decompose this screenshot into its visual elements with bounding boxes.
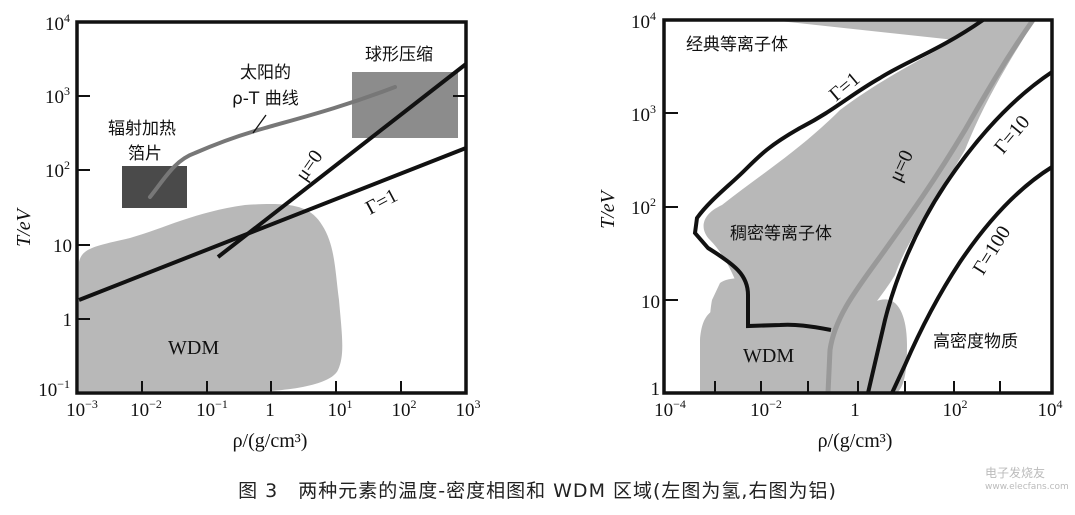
left-mu0-line xyxy=(216,62,468,259)
svg-text:10: 10 xyxy=(53,236,72,257)
svg-text:1: 1 xyxy=(265,400,275,421)
right-mu0-line xyxy=(825,18,1036,394)
svg-text:101: 101 xyxy=(328,397,353,421)
watermark-line-2: www.elecfans.com xyxy=(985,482,1069,492)
svg-text:10−1: 10−1 xyxy=(38,377,70,401)
svg-text:10−1: 10−1 xyxy=(196,397,228,421)
figure-canvas: 104 103 102 10 1 10−1 10−3 10−2 10−1 1 1… xyxy=(13,9,1063,452)
left-label-gamma1: Γ=1 xyxy=(362,185,401,220)
svg-text:103: 103 xyxy=(456,397,481,421)
svg-text:1: 1 xyxy=(651,379,661,400)
right-chart: 104 103 102 10 1 10−4 10−2 1 102 104 T/e… xyxy=(597,9,1063,452)
left-wdm-region xyxy=(79,204,343,391)
left-y-ticks xyxy=(77,95,466,320)
svg-text:10−2: 10−2 xyxy=(750,397,782,421)
svg-text:10−2: 10−2 xyxy=(130,397,162,421)
svg-text:10: 10 xyxy=(641,292,660,313)
left-foil-box xyxy=(122,166,187,208)
left-sun-curve xyxy=(148,85,397,199)
svg-text:1: 1 xyxy=(850,400,860,421)
left-label-foil-2: 箔片 xyxy=(128,144,162,164)
left-label-sun-1: 太阳的 xyxy=(240,63,291,83)
right-y-axis-title: T/eV xyxy=(597,188,619,229)
left-label-sun-2: ρ-T 曲线 xyxy=(232,89,299,109)
svg-text:102: 102 xyxy=(45,158,70,182)
left-x-axis-title: ρ/(g/cm³) xyxy=(233,430,308,452)
right-gamma10-line xyxy=(866,70,1054,394)
svg-text:10−4: 10−4 xyxy=(654,397,686,421)
right-label-high-density: 高密度物质 xyxy=(933,332,1018,352)
right-wdm-region xyxy=(709,278,907,393)
left-x-ticks xyxy=(141,381,402,393)
left-y-axis-title: T/eV xyxy=(13,206,35,247)
right-x-tick-labels: 10−4 10−2 1 102 104 xyxy=(654,397,1062,421)
svg-text:103: 103 xyxy=(45,84,70,108)
left-label-wdm: WDM xyxy=(168,337,219,359)
left-x-tick-labels: 10−3 10−2 10−1 1 101 102 103 xyxy=(66,397,480,421)
right-x-ticks xyxy=(714,381,1001,393)
svg-text:104: 104 xyxy=(1038,397,1063,421)
right-gamma100-line xyxy=(890,165,1054,394)
watermark-line-1: 电子发烧友 xyxy=(985,466,1046,480)
svg-text:102: 102 xyxy=(943,397,968,421)
right-x-axis-title: ρ/(g/cm³) xyxy=(818,430,893,452)
svg-text:1: 1 xyxy=(63,310,73,331)
right-label-dense-plasma: 稠密等离子体 xyxy=(730,224,832,244)
svg-text:104: 104 xyxy=(631,9,656,33)
figure-caption: 图 3 两种元素的温度-密度相图和 WDM 区域(左图为氢,右图为铝) xyxy=(238,480,837,502)
right-gamma1-line xyxy=(692,18,985,332)
svg-text:104: 104 xyxy=(45,11,70,35)
left-chart: 104 103 102 10 1 10−1 10−3 10−2 10−1 1 1… xyxy=(13,11,481,452)
watermark: 电子发烧友 www.elecfans.com xyxy=(985,466,1069,494)
svg-text:103: 103 xyxy=(631,102,656,126)
right-label-wdm: WDM xyxy=(743,345,794,367)
right-y-tick-labels: 104 103 102 10 1 xyxy=(631,9,660,400)
right-label-gamma100: Γ=100 xyxy=(969,222,1016,278)
left-label-foil-1: 辐射加热 xyxy=(108,119,176,139)
left-gamma1-line xyxy=(78,146,467,302)
left-label-sphere: 球形压缩 xyxy=(365,45,433,65)
svg-text:102: 102 xyxy=(631,195,656,219)
left-label-mu0: μ=0 xyxy=(291,146,327,185)
left-y-tick-labels: 104 103 102 10 1 10−1 xyxy=(38,11,72,401)
left-sun-pointer xyxy=(252,114,267,134)
svg-text:10−3: 10−3 xyxy=(66,397,98,421)
right-y-ticks xyxy=(664,112,678,301)
right-dense-plasma-region xyxy=(700,20,1035,393)
svg-text:102: 102 xyxy=(392,397,417,421)
right-label-classic-plasma: 经典等离子体 xyxy=(686,35,788,55)
